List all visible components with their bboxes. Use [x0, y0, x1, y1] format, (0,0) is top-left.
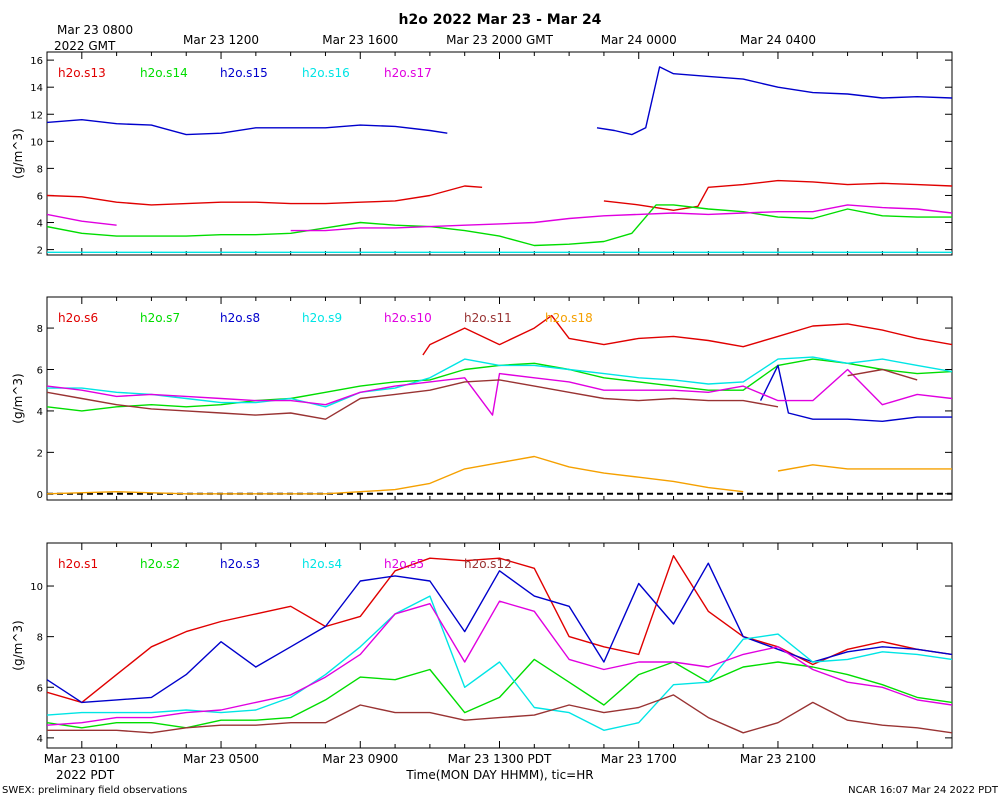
- y-tick-label: 2: [37, 448, 43, 459]
- legend-h2o.s9: h2o.s9: [302, 311, 342, 325]
- y-tick-label: 8: [37, 164, 43, 175]
- panel-3: 4 6 8 10 (g/m^3) h2o.s1 h2o.s2 h2o.s3 h2o.s4 h2o.…: [11, 542, 953, 749]
- legend-h2o.s13: h2o.s13: [58, 66, 106, 80]
- legend-h2o.s3: h2o.s3: [220, 557, 260, 571]
- y-tick-label: 8: [37, 633, 43, 644]
- series-line-h2o.s12: [47, 694, 952, 734]
- series-line-h2o.s11: [47, 379, 779, 420]
- y-tick-label: 16: [30, 56, 43, 67]
- legend-h2o.s8: h2o.s8: [220, 311, 260, 325]
- series-line-h2o.s18: [47, 455, 744, 495]
- bottom-axis-tick-label: Mar 23 1300 PDT: [448, 752, 552, 766]
- top-axis-tick-label: Mar 23 2000 GMT: [446, 33, 554, 47]
- top-axis-tick-label: Mar 23 1600: [322, 33, 398, 47]
- top-axis-year-label: 2022 GMT: [54, 39, 116, 53]
- series-line-h2o.s6: [422, 314, 952, 356]
- series-line-h2o.s9: [47, 356, 952, 408]
- legend-h2o.s2: h2o.s2: [140, 557, 180, 571]
- y-tick-label: 10: [30, 137, 43, 148]
- footer-note-right: NCAR 16:07 Mar 24 2022 PDT: [848, 785, 999, 796]
- series-line-h2o.s7: [47, 358, 952, 412]
- x-axis-title: Time(MON DAY HHMM), tic=HR: [405, 768, 593, 782]
- legend-h2o.s1: h2o.s1: [58, 557, 98, 571]
- legend-h2o.s18: h2o.s18: [545, 311, 593, 325]
- panel-1: 2 4 6 8 10 12 14 16 (g/m^3) h2o.s13 h2o.s14 h2o.s15…: [11, 51, 953, 257]
- series-line-h2o.s1: [47, 555, 952, 704]
- legend-h2o.s10: h2o.s10: [384, 311, 432, 325]
- panel-2: 0 2 4 6 8 (g/m^3) h2o.s6 h2o.s7 h2o.s8 h2o.s9 h2o.…: [11, 296, 953, 501]
- footer-note-left: SWEX: preliminary field observations: [2, 785, 187, 796]
- top-axis-tick-label: Mar 24 0000: [601, 33, 677, 47]
- y-tick-label: 6: [37, 191, 43, 202]
- legend-h2o.s15: h2o.s15: [220, 66, 268, 80]
- legend-h2o.s12: h2o.s12: [464, 557, 512, 571]
- series-line-h2o.s15: [47, 119, 448, 136]
- y-tick-label: 10: [30, 582, 43, 593]
- series-line-h2o.s10: [47, 368, 952, 416]
- bottom-axis-year-label: 2022 PDT: [56, 768, 115, 782]
- bottom-axis-tick-label: Mar 23 0900: [322, 752, 398, 766]
- legend-h2o.s17: h2o.s17: [384, 66, 432, 80]
- top-axis-ticks: Mar 23 1200 Mar 23 1600 Mar 23 2000 GMT Mar…: [183, 33, 816, 47]
- bottom-axis-tick-label: Mar 23 0500: [183, 752, 259, 766]
- bottom-axis-tick-label: Mar 23 0100: [44, 752, 120, 766]
- series-line-h2o.s2: [47, 658, 952, 729]
- y-tick-label: 6: [37, 366, 43, 377]
- series-line-h2o.s14: [47, 204, 952, 247]
- y-axis-label: (g/m^3): [11, 373, 25, 423]
- series-line-h2o.s3: [47, 562, 952, 704]
- y-tick-label: 14: [30, 83, 43, 94]
- legend-h2o.s16: h2o.s16: [302, 66, 350, 80]
- series-line-h2o.s18: [777, 464, 952, 472]
- y-tick-label: 8: [37, 324, 43, 335]
- y-axis-label: (g/m^3): [11, 620, 25, 670]
- top-axis-tick-label: Mar 23 1200: [183, 33, 259, 47]
- series-line-h2o.s17: [47, 213, 117, 226]
- series-line-h2o.s13: [47, 185, 483, 206]
- y-tick-label: 4: [37, 219, 43, 230]
- bottom-axis-ticks: Mar 23 0100 Mar 23 0500 Mar 23 0900 Mar 23 …: [44, 752, 816, 766]
- series-line-h2o.s15: [596, 66, 952, 136]
- y-tick-label: 2: [37, 246, 43, 257]
- chart-title: h2o 2022 Mar 23 - Mar 24: [399, 12, 602, 28]
- legend-h2o.s11: h2o.s11: [464, 311, 512, 325]
- bottom-axis-tick-label: Mar 23 1700: [601, 752, 677, 766]
- legend-h2o.s6: h2o.s6: [58, 311, 98, 325]
- legend-h2o.s5: h2o.s5: [384, 557, 424, 571]
- series-line-h2o.s17: [290, 204, 952, 232]
- legend-h2o.s7: h2o.s7: [140, 311, 180, 325]
- y-tick-label: 6: [37, 683, 43, 694]
- series-line-h2o.s11: [847, 368, 918, 381]
- y-tick-label: 4: [37, 734, 43, 745]
- y-axis-label: (g/m^3): [11, 128, 25, 178]
- series-line-h2o.s4: [47, 595, 952, 731]
- legend-h2o.s14: h2o.s14: [140, 66, 188, 80]
- series-line-h2o.s5: [47, 600, 952, 726]
- y-tick-label: 0: [37, 490, 43, 501]
- top-axis-origin-label: Mar 23 0800: [57, 23, 133, 37]
- y-tick-label: 4: [37, 407, 43, 418]
- series-line-h2o.s13: [603, 179, 952, 211]
- y-tick-label: 12: [30, 110, 43, 121]
- series-line-h2o.s8: [759, 364, 952, 422]
- top-axis-tick-label: Mar 24 0400: [740, 33, 816, 47]
- legend-h2o.s4: h2o.s4: [302, 557, 342, 571]
- bottom-axis-tick-label: Mar 23 2100: [740, 752, 816, 766]
